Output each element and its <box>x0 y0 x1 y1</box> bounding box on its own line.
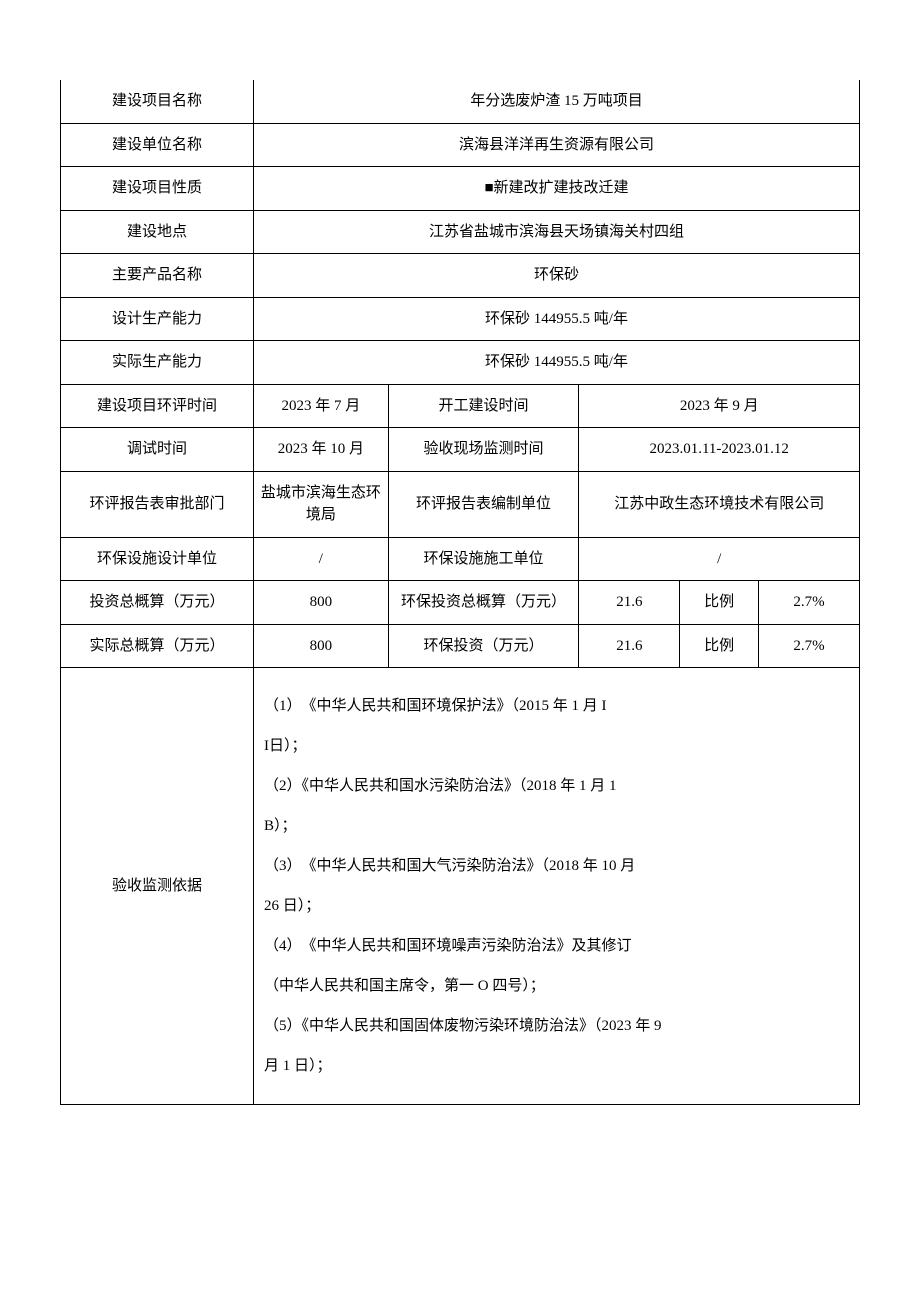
label-env-budget: 环保投资总概算（万元） <box>388 581 579 625</box>
basis-item-4b: （中华人民共和国主席令，第一 O 四号）； <box>264 968 849 1004</box>
table-row: 建设项目名称 年分选废炉渣 15 万吨项目 <box>61 80 860 123</box>
value-construction-start: 2023 年 9 月 <box>579 384 860 428</box>
table-row: 建设单位名称 滨海县洋洋再生资源有限公司 <box>61 123 860 167</box>
label-location: 建设地点 <box>61 210 254 254</box>
basis-item-3: （3） 《中华人民共和国大气污染防治法》（2018 年 10 月 <box>264 848 849 884</box>
label-actual-total: 实际总概算（万元） <box>61 624 254 668</box>
basis-item-3b: 26 日）； <box>264 888 849 924</box>
label-product: 主要产品名称 <box>61 254 254 298</box>
value-facility-design: / <box>254 537 389 581</box>
table-row: 投资总概算（万元） 800 环保投资总概算（万元） 21.6 比例 2.7% <box>61 581 860 625</box>
basis-item-4: （4） 《中华人民共和国环境噪声污染防治法》及其修订 <box>264 928 849 964</box>
label-approval-dept: 环评报告表审批部门 <box>61 471 254 537</box>
table-row: 环保设施设计单位 / 环保设施施工单位 / <box>61 537 860 581</box>
value-facility-construction: / <box>579 537 860 581</box>
label-actual-ratio: 比例 <box>680 624 759 668</box>
basis-item-1: （1） 《中华人民共和国环境保护法》（2015 年 1 月 I <box>264 688 849 724</box>
label-monitoring-basis: 验收监测依据 <box>61 668 254 1105</box>
table-row: 调试时间 2023 年 10 月 验收现场监测时间 2023.01.11-202… <box>61 428 860 472</box>
table-row: 建设地点 江苏省盐城市滨海县天场镇海关村四组 <box>61 210 860 254</box>
label-actual-capacity: 实际生产能力 <box>61 341 254 385</box>
table-row: 设计生产能力 环保砂 144955.5 吨/年 <box>61 297 860 341</box>
label-build-unit: 建设单位名称 <box>61 123 254 167</box>
basis-item-2b: B）； <box>264 808 849 844</box>
value-commission-time: 2023 年 10 月 <box>254 428 389 472</box>
value-eia-author: 江苏中政生态环境技术有限公司 <box>579 471 860 537</box>
value-actual-capacity: 环保砂 144955.5 吨/年 <box>254 341 860 385</box>
label-facility-design: 环保设施设计单位 <box>61 537 254 581</box>
label-construction-start: 开工建设时间 <box>388 384 579 428</box>
table-row: 实际总概算（万元） 800 环保投资（万元） 21.6 比例 2.7% <box>61 624 860 668</box>
label-design-capacity: 设计生产能力 <box>61 297 254 341</box>
label-eia-time: 建设项目环评时间 <box>61 384 254 428</box>
label-facility-construction: 环保设施施工单位 <box>388 537 579 581</box>
value-ratio: 2.7% <box>758 581 859 625</box>
label-budget-total: 投资总概算（万元） <box>61 581 254 625</box>
value-monitoring-basis: （1） 《中华人民共和国环境保护法》（2015 年 1 月 I I日）； （2）… <box>254 668 860 1105</box>
basis-item-5b: 月 1 日）； <box>264 1048 849 1084</box>
value-product: 环保砂 <box>254 254 860 298</box>
value-monitoring-time: 2023.01.11-2023.01.12 <box>579 428 860 472</box>
label-monitoring-time: 验收现场监测时间 <box>388 428 579 472</box>
table-row: 主要产品名称 环保砂 <box>61 254 860 298</box>
label-commission-time: 调试时间 <box>61 428 254 472</box>
table-row: 实际生产能力 环保砂 144955.5 吨/年 <box>61 341 860 385</box>
table-row: 验收监测依据 （1） 《中华人民共和国环境保护法》（2015 年 1 月 I I… <box>61 668 860 1105</box>
value-project-nature: ■新建改扩建技改迁建 <box>254 167 860 211</box>
value-budget-total: 800 <box>254 581 389 625</box>
label-ratio: 比例 <box>680 581 759 625</box>
basis-item-1b: I日）； <box>264 728 849 764</box>
label-env-invest: 环保投资（万元） <box>388 624 579 668</box>
value-build-unit: 滨海县洋洋再生资源有限公司 <box>254 123 860 167</box>
project-info-table: 建设项目名称 年分选废炉渣 15 万吨项目 建设单位名称 滨海县洋洋再生资源有限… <box>60 80 860 1105</box>
basis-item-2: （2）《中华人民共和国水污染防治法》（2018 年 1 月 1 <box>264 768 849 804</box>
value-env-budget: 21.6 <box>579 581 680 625</box>
label-project-nature: 建设项目性质 <box>61 167 254 211</box>
label-eia-author: 环评报告表编制单位 <box>388 471 579 537</box>
value-env-invest: 21.6 <box>579 624 680 668</box>
value-actual-ratio: 2.7% <box>758 624 859 668</box>
table-row: 建设项目性质 ■新建改扩建技改迁建 <box>61 167 860 211</box>
value-actual-total: 800 <box>254 624 389 668</box>
value-project-name: 年分选废炉渣 15 万吨项目 <box>254 80 860 123</box>
value-design-capacity: 环保砂 144955.5 吨/年 <box>254 297 860 341</box>
value-approval-dept: 盐城市滨海生态环境局 <box>254 471 389 537</box>
table-row: 建设项目环评时间 2023 年 7 月 开工建设时间 2023 年 9 月 <box>61 384 860 428</box>
basis-item-5: （5）《中华人民共和国固体废物污染环境防治法》（2023 年 9 <box>264 1008 849 1044</box>
label-project-name: 建设项目名称 <box>61 80 254 123</box>
table-row: 环评报告表审批部门 盐城市滨海生态环境局 环评报告表编制单位 江苏中政生态环境技… <box>61 471 860 537</box>
value-eia-time: 2023 年 7 月 <box>254 384 389 428</box>
value-location: 江苏省盐城市滨海县天场镇海关村四组 <box>254 210 860 254</box>
